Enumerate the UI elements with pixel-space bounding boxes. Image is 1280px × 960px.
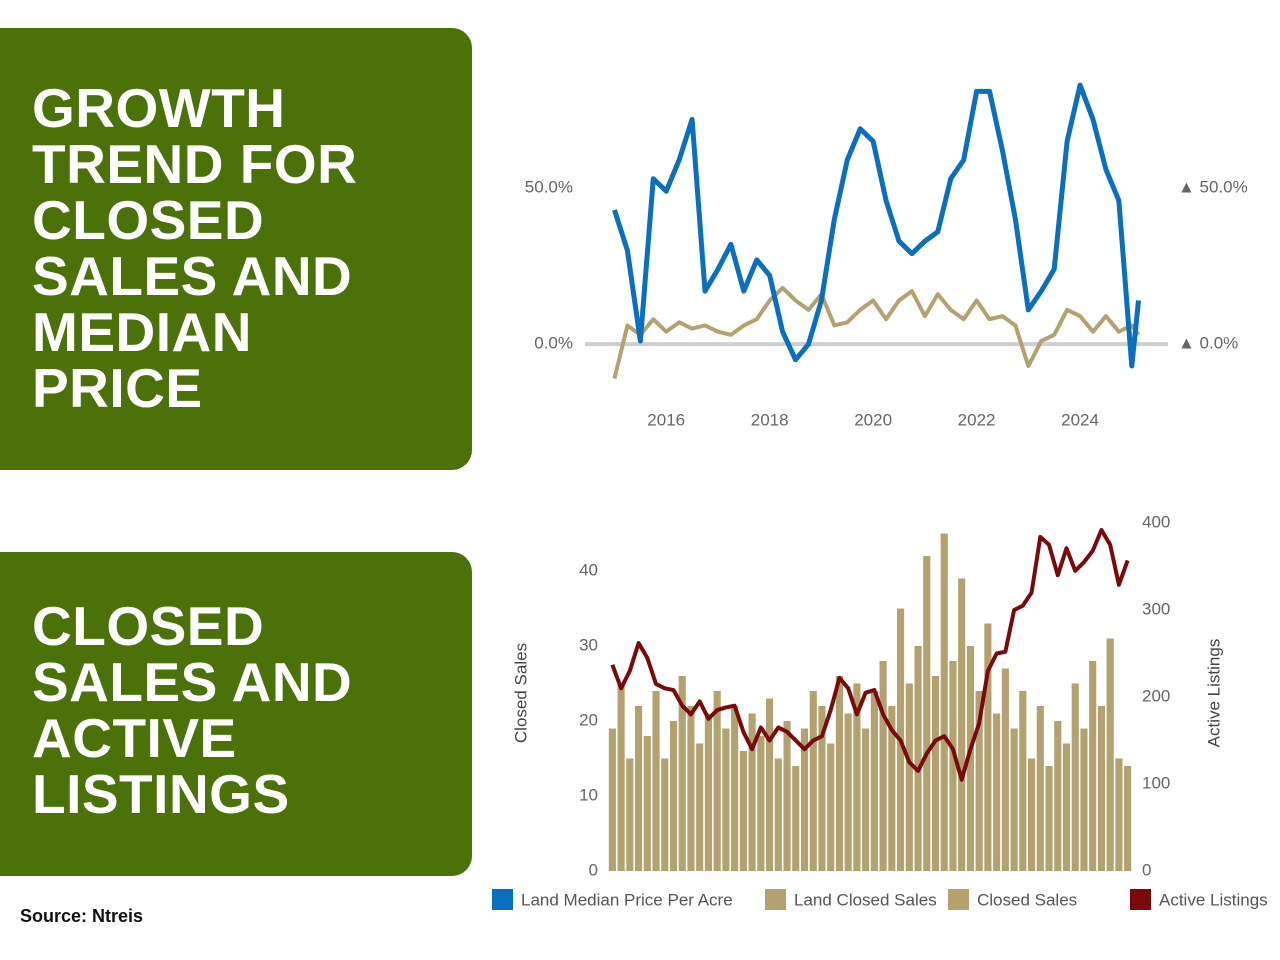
legend-swatch <box>765 889 786 910</box>
bar <box>993 713 1001 871</box>
bar <box>696 743 704 871</box>
bar <box>923 556 931 871</box>
bar <box>722 728 730 871</box>
y-tick-label: 30 <box>579 635 598 654</box>
legend-label: Land Median Price Per Acre <box>521 890 733 909</box>
bar <box>617 683 625 871</box>
bar <box>678 676 686 871</box>
bar <box>835 676 843 871</box>
x-tick-label: 2020 <box>854 410 892 429</box>
bar <box>1019 691 1027 871</box>
bar <box>888 706 896 871</box>
bar <box>661 758 669 871</box>
bar <box>809 691 817 871</box>
bar <box>818 706 826 871</box>
x-tick-label: 2022 <box>958 410 996 429</box>
bar <box>626 758 634 871</box>
legend-label: Closed Sales <box>977 890 1077 909</box>
bar <box>1097 706 1105 871</box>
x-tick-label: 2018 <box>751 410 789 429</box>
legend-swatch <box>492 889 513 910</box>
bar <box>739 751 747 871</box>
y-tick-label: 20 <box>579 710 598 729</box>
y2-tick-label: 0 <box>1142 860 1151 879</box>
bar <box>687 706 695 871</box>
bar <box>966 646 974 871</box>
bar <box>1054 721 1062 871</box>
bar <box>827 743 835 871</box>
chart-title: CLOSED SALES AND ACTIVE LISTINGS <box>32 595 353 825</box>
bar <box>774 758 782 871</box>
y-tick-label: 40 <box>579 560 598 579</box>
y2-tick-label: 200 <box>1142 686 1170 705</box>
bar <box>1106 638 1114 871</box>
bar <box>713 691 721 871</box>
bar <box>1071 683 1079 871</box>
y2-tick-label: ▲ 0.0% <box>1178 334 1238 353</box>
bar <box>608 728 616 871</box>
bar <box>862 728 870 871</box>
bar <box>1124 766 1132 871</box>
y-axis-title: Closed Sales <box>511 643 530 743</box>
bar <box>766 698 774 871</box>
title-panel: CLOSED SALES AND ACTIVE LISTINGS <box>0 552 472 876</box>
legend-label: Active Listings <box>1159 890 1268 909</box>
bar <box>1089 661 1097 871</box>
y2-tick-label: 300 <box>1142 599 1170 618</box>
line-series <box>610 527 1130 782</box>
bar <box>783 721 791 871</box>
y2-tick-label: 100 <box>1142 773 1170 792</box>
bar <box>635 706 643 871</box>
y2-axis-title: Active Listings <box>1204 639 1223 748</box>
chart-title: GROWTH TREND FOR CLOSED SALES AND MEDIAN… <box>32 77 358 419</box>
bar <box>870 691 878 871</box>
bar <box>940 533 948 871</box>
y-tick-label: 0 <box>589 860 598 879</box>
y-tick-label: 50.0% <box>525 178 573 197</box>
bar <box>1080 728 1088 871</box>
bar <box>800 728 809 871</box>
bar <box>1001 668 1009 871</box>
bar <box>1028 758 1036 871</box>
title-panel: GROWTH TREND FOR CLOSED SALES AND MEDIAN… <box>0 28 472 470</box>
bar <box>757 736 765 871</box>
bar <box>1045 766 1053 871</box>
y-tick-label: 10 <box>579 785 598 804</box>
bar <box>731 706 739 871</box>
y-tick-label: 0.0% <box>534 334 573 353</box>
bar <box>931 676 940 871</box>
line-series <box>612 285 1141 379</box>
legend-swatch <box>1130 889 1151 910</box>
bar <box>704 713 712 871</box>
legend-label: Land Closed Sales <box>794 890 937 909</box>
x-tick-label: 2024 <box>1061 410 1099 429</box>
bar <box>949 661 957 871</box>
bar <box>958 578 966 871</box>
y2-tick-label: 400 <box>1142 512 1170 531</box>
x-tick-label: 2016 <box>647 410 685 429</box>
bar <box>844 713 852 871</box>
source: Source: Ntreis <box>20 906 144 926</box>
bar <box>1062 743 1071 871</box>
line-series <box>612 82 1141 369</box>
bar <box>975 691 983 871</box>
bar <box>1010 728 1018 871</box>
bar <box>853 683 861 871</box>
bar <box>1115 758 1123 871</box>
y2-tick-label: ▲ 50.0% <box>1178 178 1248 197</box>
bar <box>792 766 800 871</box>
legend-swatch <box>948 889 969 910</box>
bar <box>914 646 922 871</box>
bar <box>984 623 992 871</box>
bar <box>643 736 651 871</box>
bar <box>652 691 660 871</box>
bar <box>879 661 887 871</box>
bar <box>669 721 678 871</box>
bar <box>1036 706 1044 871</box>
bar <box>748 713 756 871</box>
bar <box>905 683 913 871</box>
